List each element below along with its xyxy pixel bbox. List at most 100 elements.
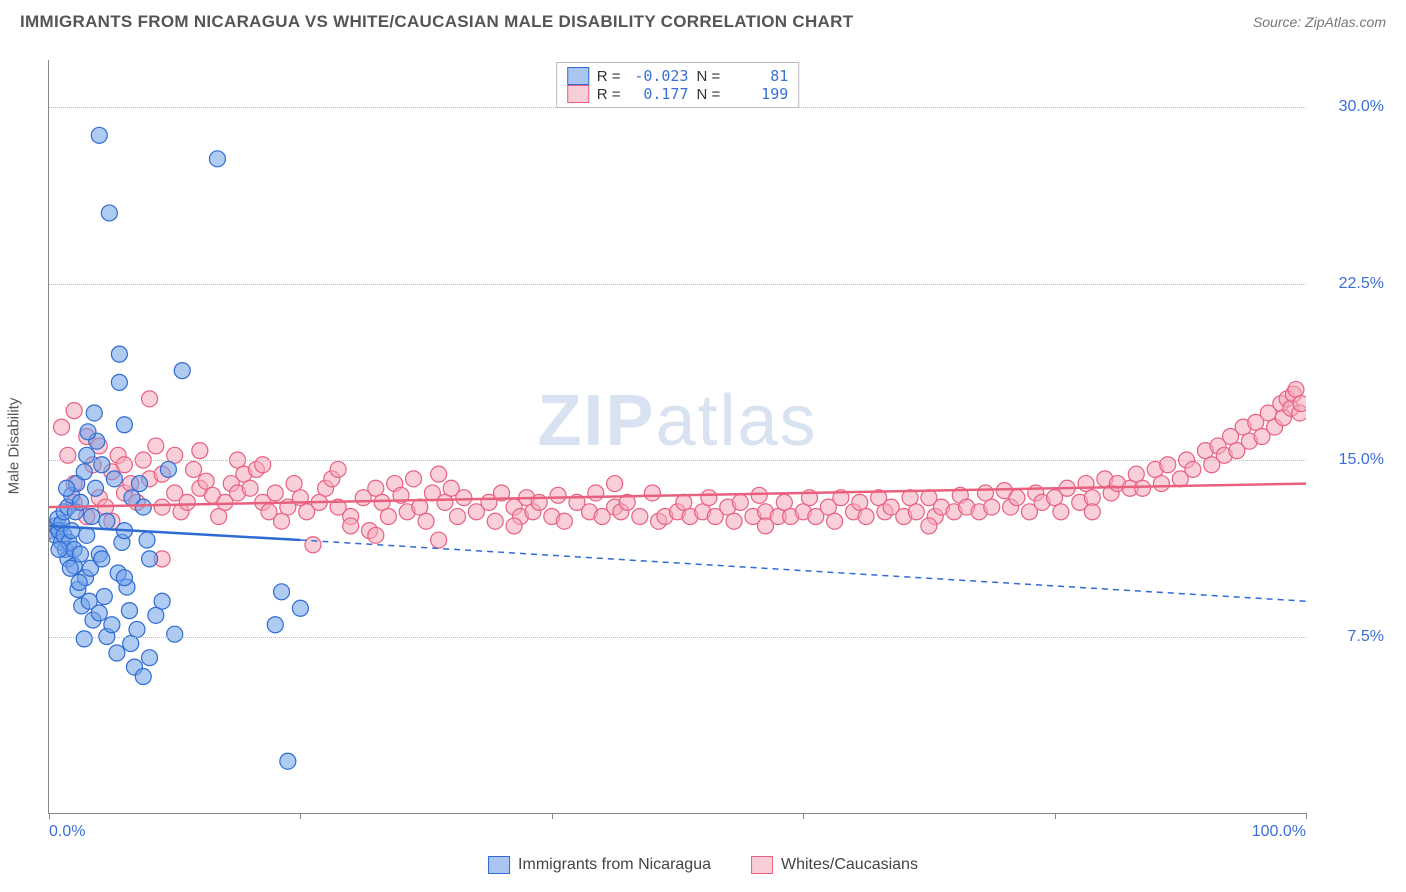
scatter-point-blue: [91, 605, 107, 621]
scatter-point-pink: [726, 513, 742, 529]
scatter-point-blue: [111, 346, 127, 362]
scatter-point-blue: [116, 570, 132, 586]
scatter-point-blue: [160, 461, 176, 477]
gridline: [49, 284, 1306, 285]
scatter-point-pink: [267, 485, 283, 501]
scatter-point-pink: [487, 513, 503, 529]
legend-item-whites: Whites/Caucasians: [751, 856, 918, 874]
correlation-legend: R = -0.023 N = 81 R = 0.177 N = 199: [556, 62, 800, 108]
scatter-point-blue: [142, 551, 158, 567]
swatch-nicaragua: [488, 856, 510, 874]
n-value-pink: 199: [728, 85, 788, 103]
scatter-point-blue: [267, 617, 283, 633]
gridline: [49, 460, 1306, 461]
scatter-point-pink: [757, 518, 773, 534]
scatter-point-blue: [62, 560, 78, 576]
scatter-point-blue: [91, 127, 107, 143]
scatter-point-pink: [1009, 490, 1025, 506]
scatter-point-pink: [142, 391, 158, 407]
scatter-point-pink: [154, 499, 170, 515]
header: IMMIGRANTS FROM NICARAGUA VS WHITE/CAUCA…: [0, 0, 1406, 40]
scatter-point-blue: [280, 753, 296, 769]
scatter-point-blue: [64, 523, 80, 539]
scatter-point-pink: [148, 438, 164, 454]
scatter-point-blue: [72, 546, 88, 562]
scatter-point-pink: [632, 509, 648, 525]
scatter-point-blue: [167, 626, 183, 642]
r-value-pink: 0.177: [629, 85, 689, 103]
scatter-point-pink: [66, 403, 82, 419]
x-tick: [803, 813, 804, 819]
scatter-point-blue: [101, 205, 117, 221]
scatter-point-blue: [139, 532, 155, 548]
scatter-point-pink: [1135, 480, 1151, 496]
scatter-point-pink: [732, 494, 748, 510]
scatter-point-pink: [607, 476, 623, 492]
x-tick: [300, 813, 301, 819]
scatter-point-blue: [106, 471, 122, 487]
scatter-point-pink: [701, 490, 717, 506]
scatter-point-pink: [921, 518, 937, 534]
legend-row-blue: R = -0.023 N = 81: [567, 67, 789, 85]
swatch-whites: [751, 856, 773, 874]
scatter-point-blue: [154, 593, 170, 609]
scatter-point-pink: [242, 480, 258, 496]
y-axis-label: Male Disability: [6, 398, 23, 495]
scatter-point-pink: [588, 485, 604, 501]
scatter-point-pink: [54, 419, 70, 435]
y-tick-label: 15.0%: [1314, 451, 1384, 469]
scatter-point-pink: [431, 466, 447, 482]
scatter-point-blue: [129, 621, 145, 637]
scatter-point-pink: [827, 513, 843, 529]
swatch-blue: [567, 67, 589, 85]
scatter-point-pink: [1053, 504, 1069, 520]
legend-bottom: Immigrants from Nicaragua Whites/Caucasi…: [488, 856, 918, 874]
scatter-point-blue: [86, 405, 102, 421]
x-tick-label: 100.0%: [1252, 823, 1306, 841]
scatter-point-blue: [292, 600, 308, 616]
scatter-point-pink: [186, 461, 202, 477]
scatter-point-pink: [456, 490, 472, 506]
scatter-point-blue: [59, 480, 75, 496]
legend-row-pink: R = 0.177 N = 199: [567, 85, 789, 103]
scatter-point-pink: [1293, 396, 1306, 412]
scatter-point-blue: [76, 464, 92, 480]
scatter-point-pink: [431, 532, 447, 548]
source-attribution: Source: ZipAtlas.com: [1253, 14, 1386, 30]
scatter-point-pink: [1153, 476, 1169, 492]
scatter-point-blue: [104, 617, 120, 633]
scatter-point-blue: [174, 363, 190, 379]
scatter-point-blue: [99, 513, 115, 529]
gridline: [49, 637, 1306, 638]
scatter-point-blue: [132, 476, 148, 492]
scatter-point-pink: [343, 518, 359, 534]
x-tick-label: 0.0%: [49, 823, 85, 841]
scatter-point-blue: [84, 509, 100, 525]
scatter-point-pink: [644, 485, 660, 501]
scatter-point-blue: [79, 527, 95, 543]
scatter-point-blue: [72, 494, 88, 510]
scatter-point-blue: [121, 603, 137, 619]
scatter-point-blue: [96, 589, 112, 605]
scatter-point-pink: [556, 513, 572, 529]
x-tick: [1306, 813, 1307, 819]
scatter-point-blue: [94, 551, 110, 567]
scatter-point-pink: [368, 527, 384, 543]
scatter-point-blue: [116, 417, 132, 433]
scatter-point-blue: [109, 645, 125, 661]
n-value-blue: 81: [728, 67, 788, 85]
scatter-point-blue: [209, 151, 225, 167]
scatter-point-blue: [135, 669, 151, 685]
scatter-point-pink: [305, 537, 321, 553]
trendline-dashed-blue: [300, 540, 1306, 601]
x-tick: [49, 813, 50, 819]
scatter-point-blue: [124, 490, 140, 506]
scatter-point-pink: [330, 461, 346, 477]
scatter-point-pink: [380, 509, 396, 525]
scatter-point-pink: [550, 487, 566, 503]
scatter-point-pink: [1084, 504, 1100, 520]
scatter-plot-svg: [49, 60, 1306, 813]
scatter-point-blue: [142, 650, 158, 666]
r-value-blue: -0.023: [629, 67, 689, 85]
chart-plot-area: ZIPatlas R = -0.023 N = 81 R = 0.177 N =…: [48, 60, 1306, 814]
